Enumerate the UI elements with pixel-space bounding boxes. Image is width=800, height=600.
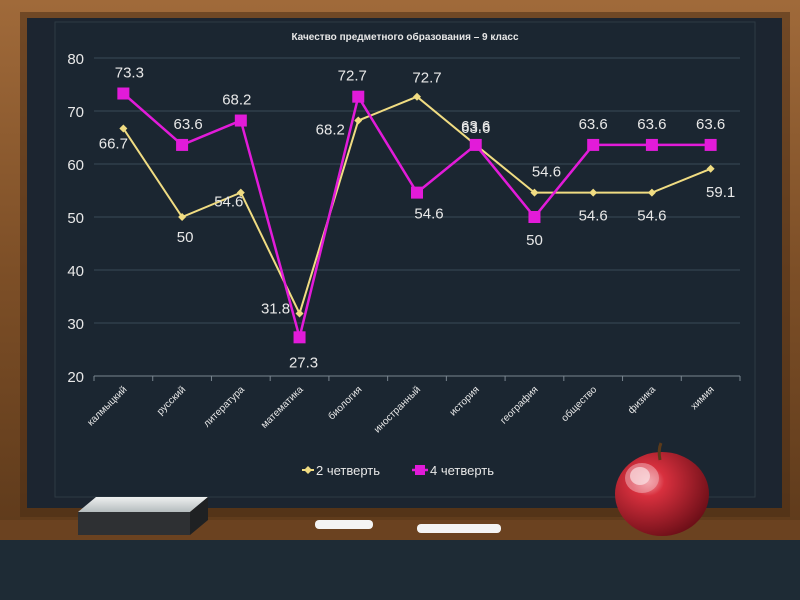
data-point-q2 (589, 188, 598, 197)
y-tick-label: 50 (67, 210, 84, 227)
legend-item-q4: 4 четверть (412, 463, 494, 478)
data-point-q2 (178, 213, 187, 221)
data-point-q2 (354, 116, 363, 125)
data-point-q2 (706, 164, 715, 173)
data-label-q2: 63.6 (461, 120, 490, 137)
y-axis: 20 30 40 50 60 70 80 (67, 51, 84, 386)
data-point-q4 (645, 138, 658, 151)
data-point-q4 (704, 138, 717, 151)
legend-label-q2: 2 четверть (316, 463, 380, 478)
chart-panel (54, 21, 756, 498)
chart-title: Качество предметного образования – 9 кла… (291, 31, 519, 43)
data-point-q2 (119, 124, 128, 133)
data-label-q4: 63.6 (696, 116, 725, 133)
data-point-q4 (352, 90, 365, 103)
data-label-q2: 54.6 (637, 208, 666, 225)
data-point-q2 (530, 188, 539, 197)
data-label-q4: 72.7 (338, 68, 367, 85)
data-label-q4: 63.6 (637, 116, 666, 133)
data-point-q4 (176, 138, 189, 151)
data-point-q4 (587, 138, 600, 151)
chalk-stick-icon (315, 520, 373, 529)
data-label-q4: 63.6 (173, 116, 202, 133)
y-tick-label: 80 (67, 51, 84, 68)
data-point-q4 (117, 87, 130, 100)
plot-area: 66.7 50 54.6 31.8 68.2 72.7 63.6 54.6 54.6 54.6 59… (99, 65, 735, 372)
data-point-q4 (528, 211, 541, 223)
data-label-q2: 50 (177, 229, 194, 246)
floor (0, 540, 800, 600)
data-point-q4 (469, 138, 482, 151)
data-label-q2: 54.6 (532, 164, 561, 181)
data-label-q2: 54.6 (579, 208, 608, 225)
data-label-q2: 59.1 (706, 184, 735, 201)
legend-item-q2: 2 четверть (302, 463, 380, 478)
legend: 2 четверть 4 четверть (302, 463, 494, 478)
data-label-q4: 63.6 (461, 118, 490, 135)
data-point-q2 (647, 188, 656, 197)
data-label-q4: 63.6 (579, 116, 608, 133)
data-point-q2 (413, 92, 421, 101)
data-label-q4: 50 (526, 232, 543, 249)
chalk-stick-icon (417, 524, 501, 533)
data-label-q4: 54.6 (414, 206, 443, 223)
data-label-q2: 31.8 (261, 300, 290, 317)
apple-icon (615, 442, 709, 536)
eraser-icon (78, 497, 208, 535)
y-tick-label: 40 (67, 263, 84, 280)
data-label-q2: 66.7 (99, 135, 128, 152)
data-label-q2: 72.7 (412, 70, 441, 87)
data-point-q2 (295, 309, 304, 318)
data-label-q4: 73.3 (115, 65, 144, 82)
data-label-q4: 68.2 (222, 92, 251, 109)
data-label-q4: 27.3 (289, 354, 318, 371)
y-tick-label: 60 (67, 157, 84, 174)
data-label-q2: 54.6 (214, 194, 243, 211)
data-point-q4 (411, 186, 423, 199)
data-label-q2: 68.2 (316, 122, 345, 139)
y-tick-label: 30 (67, 316, 84, 333)
y-tick-label: 70 (67, 104, 84, 121)
data-point-q4 (293, 331, 306, 344)
y-tick-label: 20 (67, 369, 84, 386)
data-point-q4 (234, 114, 247, 127)
legend-label-q4: 4 четверть (430, 463, 494, 478)
data-point-q2 (236, 188, 245, 197)
